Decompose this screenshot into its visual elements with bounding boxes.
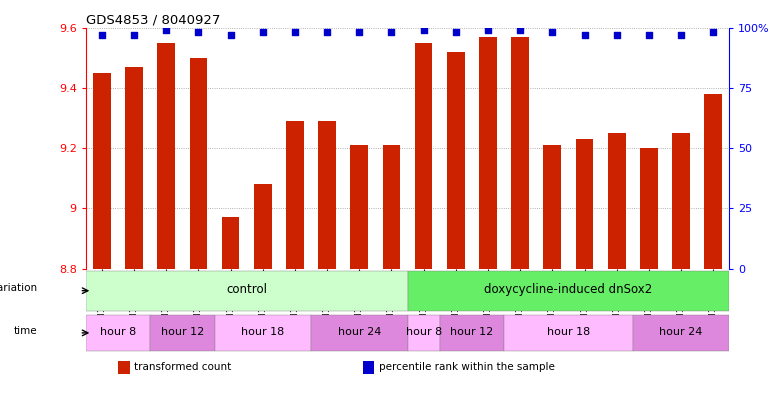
Bar — [383, 145, 400, 268]
Text: time: time — [14, 326, 37, 336]
Point — [546, 29, 558, 35]
Point — [96, 31, 108, 38]
Bar — [576, 139, 594, 268]
Bar — [544, 145, 561, 268]
Text: hour 18: hour 18 — [241, 327, 285, 337]
Bar — [118, 361, 129, 374]
Point — [192, 29, 204, 35]
Text: hour 8: hour 8 — [100, 327, 136, 337]
Bar — [479, 37, 497, 268]
Point — [707, 29, 719, 35]
Point — [289, 29, 301, 35]
Text: GDS4853 / 8040927: GDS4853 / 8040927 — [86, 13, 220, 26]
Point — [643, 31, 655, 38]
Bar — [254, 184, 271, 268]
Point — [449, 29, 462, 35]
Point — [578, 31, 590, 38]
Text: percentile rank within the sample: percentile rank within the sample — [378, 362, 555, 373]
Point — [514, 27, 526, 33]
Bar — [672, 133, 690, 268]
Text: control: control — [226, 283, 268, 296]
Bar — [504, 315, 633, 351]
Bar — [512, 37, 529, 268]
Text: hour 24: hour 24 — [659, 327, 703, 337]
Bar — [311, 315, 408, 351]
Text: hour 12: hour 12 — [161, 327, 204, 337]
Text: hour 12: hour 12 — [450, 327, 494, 337]
Bar — [318, 121, 336, 268]
Bar — [286, 121, 303, 268]
Text: transformed count: transformed count — [134, 362, 232, 373]
Text: genotype/variation: genotype/variation — [0, 283, 37, 294]
Bar — [415, 42, 432, 268]
Bar — [86, 315, 150, 351]
Bar — [363, 361, 374, 374]
Bar — [640, 148, 658, 268]
Bar — [608, 133, 626, 268]
Bar — [150, 315, 214, 351]
Text: hour 8: hour 8 — [406, 327, 441, 337]
Bar — [633, 315, 729, 351]
Text: hour 18: hour 18 — [547, 327, 590, 337]
Bar — [440, 315, 504, 351]
Bar — [407, 271, 729, 310]
Text: doxycycline-induced dnSox2: doxycycline-induced dnSox2 — [484, 283, 653, 296]
Bar — [215, 315, 311, 351]
Point — [385, 29, 398, 35]
Point — [321, 29, 333, 35]
Bar — [86, 271, 408, 310]
Bar — [222, 217, 239, 268]
Bar — [126, 67, 143, 268]
Point — [675, 31, 687, 38]
Point — [353, 29, 366, 35]
Point — [128, 31, 140, 38]
Text: hour 24: hour 24 — [338, 327, 381, 337]
Point — [611, 31, 623, 38]
Point — [160, 27, 172, 33]
Bar — [190, 58, 207, 268]
Bar — [158, 42, 175, 268]
Bar — [704, 94, 722, 268]
Point — [417, 27, 430, 33]
Point — [482, 27, 495, 33]
Bar — [93, 73, 111, 268]
Point — [257, 29, 269, 35]
Bar — [407, 315, 440, 351]
Point — [225, 31, 237, 38]
Bar — [350, 145, 368, 268]
Bar — [447, 51, 465, 268]
